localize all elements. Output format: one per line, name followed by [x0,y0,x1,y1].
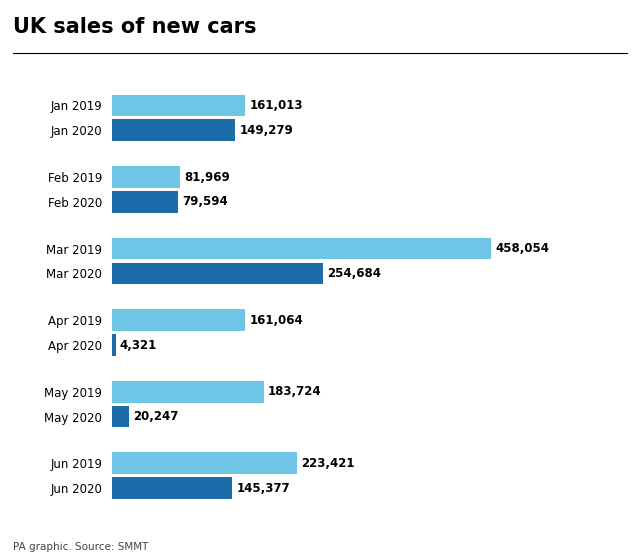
Bar [112,263,323,284]
Text: 223,421: 223,421 [301,457,355,470]
Bar [112,119,236,141]
Bar [112,191,178,213]
Text: 145,377: 145,377 [236,482,290,494]
Text: 149,279: 149,279 [239,124,293,137]
Text: 161,064: 161,064 [250,314,303,326]
Bar [112,477,232,499]
Text: PA graphic. Source: SMMT: PA graphic. Source: SMMT [13,542,148,552]
Text: 4,321: 4,321 [120,339,157,352]
Text: 20,247: 20,247 [133,410,179,423]
Text: UK sales of new cars: UK sales of new cars [13,17,256,37]
Bar [112,166,180,188]
Text: 458,054: 458,054 [495,242,549,255]
Bar [112,334,116,356]
Bar [112,95,245,116]
Bar [112,405,129,427]
Text: 79,594: 79,594 [182,195,228,208]
Text: 254,684: 254,684 [327,267,381,280]
Bar [112,452,297,474]
Bar [112,237,491,259]
Bar [112,381,264,403]
Bar [112,309,245,331]
Text: 183,724: 183,724 [268,385,322,398]
Text: 161,013: 161,013 [250,99,303,112]
Text: 81,969: 81,969 [184,171,230,184]
